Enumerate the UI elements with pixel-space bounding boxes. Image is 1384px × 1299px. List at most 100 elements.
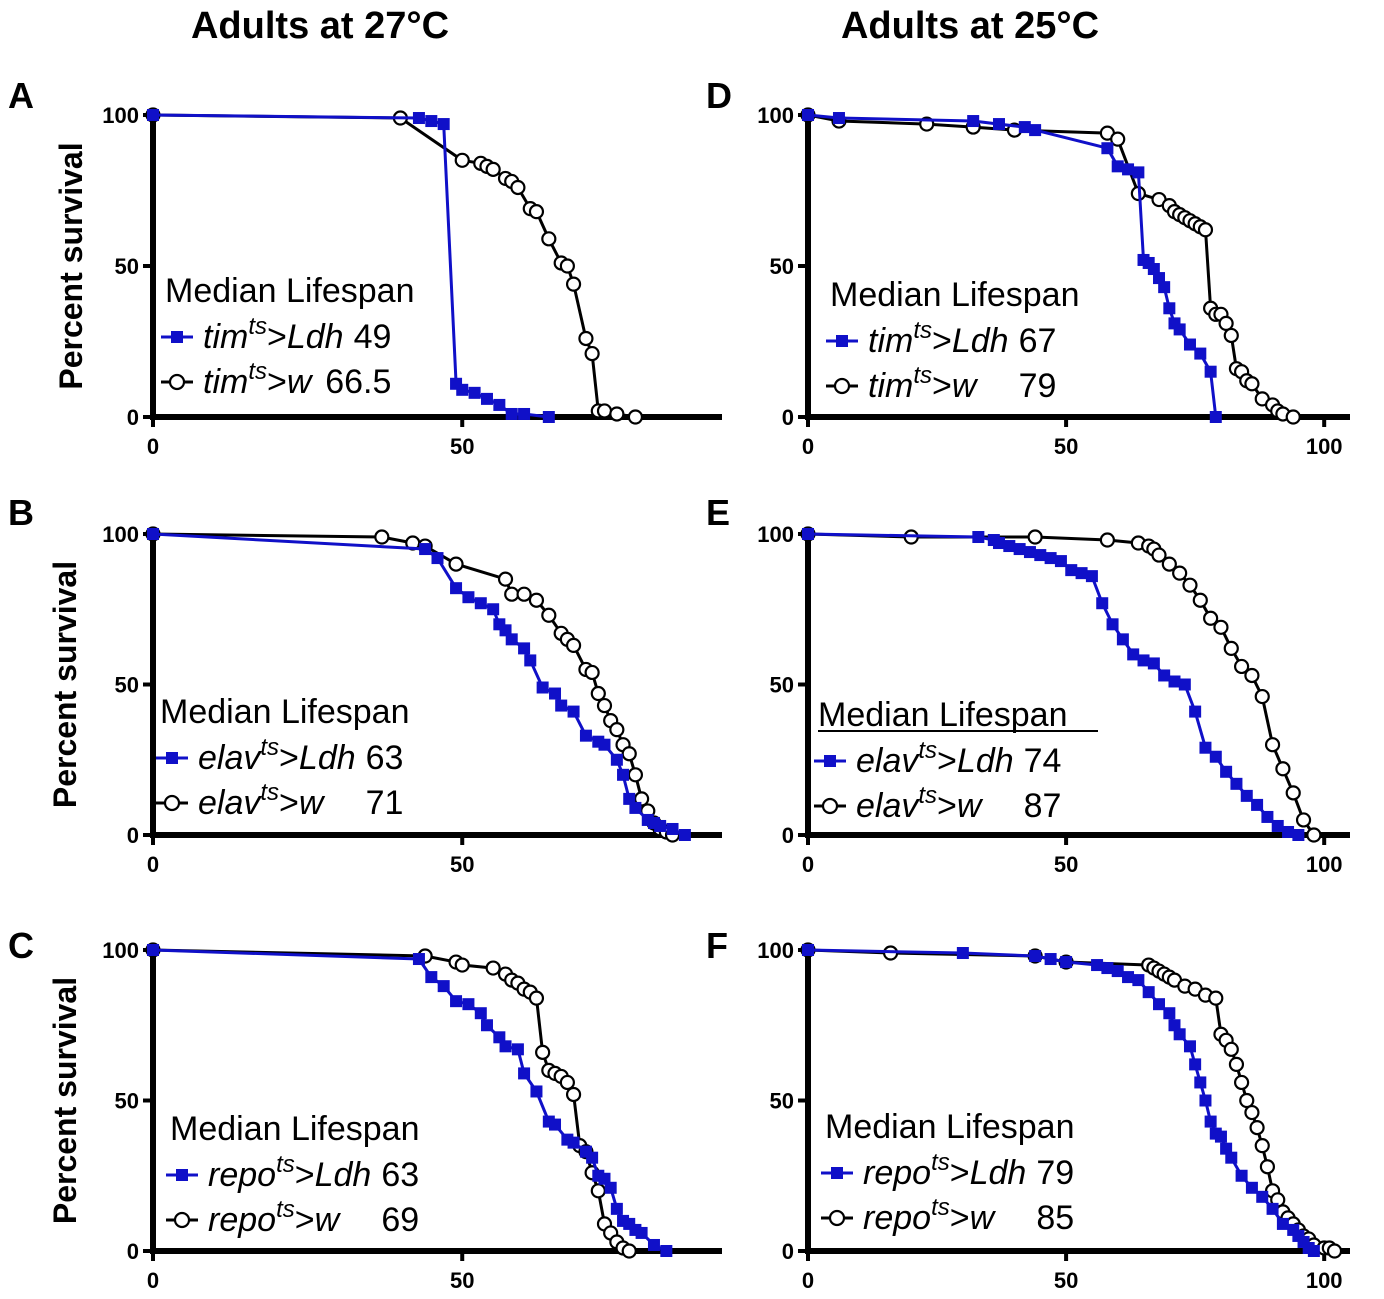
legend-entry: repots>Ldh [863,1149,1026,1192]
data-point-square [431,552,444,565]
data-point-circle [1249,1119,1265,1136]
data-point-circle [1027,529,1043,545]
data-point-square [1111,160,1124,173]
data-point-circle [1275,761,1291,777]
legend-median: 63 [366,739,404,777]
y-tick-label: 100 [757,522,794,547]
data-point-square [610,753,623,766]
data-point-square [1013,543,1026,556]
data-point-square [1256,1190,1269,1203]
data-point-square [450,995,463,1008]
y-tick-label: 0 [127,823,139,848]
data-point-circle [504,586,520,602]
data-point-square [647,1238,660,1251]
legend-entry: repots>w [863,1194,997,1237]
data-point-square [1065,564,1078,577]
x-tick-label: 0 [147,1268,159,1293]
data-point-circle [609,406,625,422]
series-repo-ldh [802,944,1320,1257]
data-point-square [967,115,980,128]
data-point-circle [1197,222,1214,238]
legend-marker-square [171,331,183,343]
data-point-square [1111,965,1124,978]
data-point-square [1199,1094,1212,1107]
data-point-square [1101,962,1114,975]
data-point-circle [1285,409,1301,425]
data-point-square [1018,121,1031,134]
legend-median: 67 [1019,322,1057,360]
data-point-square [493,1031,506,1044]
series-elav-ldh [802,528,1305,841]
data-point-square [1173,1028,1186,1041]
data-point-square [425,115,438,128]
panel-letter: C [8,925,34,966]
data-point-square [524,654,537,667]
data-point-square [1183,1040,1196,1053]
data-point-square [802,944,814,956]
data-point-circle [1264,737,1281,753]
data-point-square [511,1043,524,1056]
data-point-square [1261,810,1274,823]
data-point-circle [1192,592,1208,608]
legend-entry: repots>Ldh [208,1151,371,1194]
legend-marker-circle [163,794,181,812]
data-point-circle [516,586,532,602]
data-point-square [1142,986,1155,999]
data-point-square [1240,789,1253,802]
legend-title: Median Lifespan [165,272,415,310]
data-point-circle [1223,640,1239,656]
data-point-square [1168,1019,1181,1032]
data-point-square [1251,798,1264,811]
data-point-square [480,1019,493,1032]
legend-marker-square [836,335,848,347]
y-tick-label: 50 [115,254,139,279]
y-tick-label: 0 [127,1239,139,1264]
column-title-25c: Adults at 25°C [841,5,1099,47]
legend-median: 79 [1019,367,1057,405]
data-point-square [832,112,845,125]
series-tim-ldh [147,109,555,423]
data-point-square [505,407,518,420]
x-tick-label: 50 [1054,1268,1078,1293]
data-point-square [802,109,814,121]
data-point-square [505,633,518,646]
series-elav-ldh [147,528,691,841]
legend-marker-square [831,1167,843,1179]
panel-letter: F [706,925,728,966]
data-point-square [1282,825,1295,838]
data-point-square [623,792,636,805]
data-point-circle [1218,315,1234,331]
legend-marker-circle [168,373,186,391]
data-point-square [1276,1217,1289,1230]
panel-b: B Percent survival 0 50 100 0 50 Median Lifespa… [8,492,722,877]
data-point-square [654,819,667,832]
data-point-square [1225,1151,1238,1164]
panel-letter: B [8,492,34,533]
data-point-square [1173,323,1186,336]
data-point-circle [1244,376,1260,392]
legend-title: Median Lifespan [170,1110,420,1148]
data-point-square [487,603,500,616]
data-point-square [1158,281,1171,294]
data-point-square [1116,633,1129,646]
data-point-circle [1306,827,1322,843]
legend-entry: timts>w [868,362,979,405]
data-point-square [499,624,512,637]
data-point-square [1204,1115,1217,1128]
data-point-circle [1233,658,1250,675]
legend-marker-square [176,1169,188,1181]
data-point-square [474,597,487,610]
legend-median: 74 [1024,742,1062,780]
y-tick-label: 0 [782,405,794,430]
data-point-square [610,1202,623,1215]
panel-letter: A [8,75,34,116]
data-point-square [518,1067,531,1080]
data-point-square [1178,678,1191,691]
data-point-square [1085,570,1098,583]
x-tick-label: 100 [1306,852,1343,877]
series-repo-w [800,942,1343,1259]
